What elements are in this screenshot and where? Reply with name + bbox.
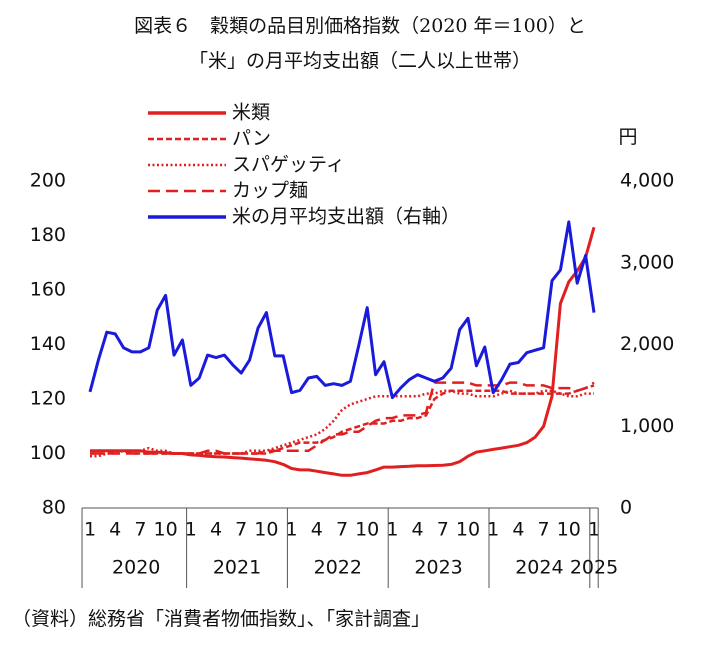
x-tick-label: 1 [185,519,197,541]
year-label: 2025 [570,557,618,579]
y-tick-label: 200 [30,170,66,192]
y-tick-label: 100 [30,442,66,464]
series-line [90,384,595,455]
series-line [88,220,596,400]
y2-tick-label: 1,000 [620,415,674,437]
x-tick-label: 1 [487,519,499,541]
x-tick-label: 1 [84,519,96,541]
y-tick-label: 180 [30,224,66,246]
x-tick-label: 7 [336,519,348,541]
year-label: 2024 [515,557,563,579]
x-tick-label: 7 [235,519,247,541]
x-tick-label: 10 [557,519,581,541]
source: （資料）総務省「消費者物価指数」、「家計調査」 [12,608,430,630]
series-line [90,381,595,455]
x-tick-label: 10 [254,519,278,541]
x-tick-label: 4 [311,519,323,541]
x-tick-label: 10 [456,519,480,541]
year-label: 2021 [213,557,261,579]
legend-label: パン [232,128,271,150]
x-tick-label: 10 [154,519,178,541]
x-tick-label: 4 [512,519,524,541]
y-tick-label: 160 [30,279,66,301]
y2-tick-label: 2,000 [620,333,674,355]
x-tick-label: 4 [109,519,121,541]
x-tick-label: 1 [286,519,298,541]
x-tick-label: 1 [386,519,398,541]
chart-title: 図表６ 穀類の品目別価格指数（2020 年＝100）と [134,15,586,37]
x-tick-label: 1 [588,519,600,541]
x-tick-label: 7 [134,519,146,541]
series-line [90,226,596,477]
year-label: 2022 [314,557,362,579]
y2-tick-label: 3,000 [620,251,674,273]
legend-label: 米の月平均支出額（右軸） [232,206,460,228]
legend-label: カップ麺 [232,180,308,202]
y-tick-label: 80 [42,497,66,519]
chart-subtitle: 「米」の月平均支出額（二人以上世帯） [189,50,531,72]
year-label: 2020 [112,557,160,579]
x-tick-label: 4 [412,519,424,541]
x-tick-label: 7 [538,519,550,541]
legend-label: 米類 [232,102,270,124]
y-tick-label: 140 [30,333,66,355]
x-tick-label: 10 [355,519,379,541]
legend-label: スパゲッティ [232,154,345,176]
y2-unit: 円 [618,126,637,148]
y-tick-label: 120 [30,388,66,410]
x-tick-label: 4 [210,519,222,541]
x-tick-label: 7 [437,519,449,541]
year-label: 2023 [414,557,462,579]
y2-tick-label: 4,000 [620,170,674,192]
y2-tick-label: 0 [620,497,632,519]
